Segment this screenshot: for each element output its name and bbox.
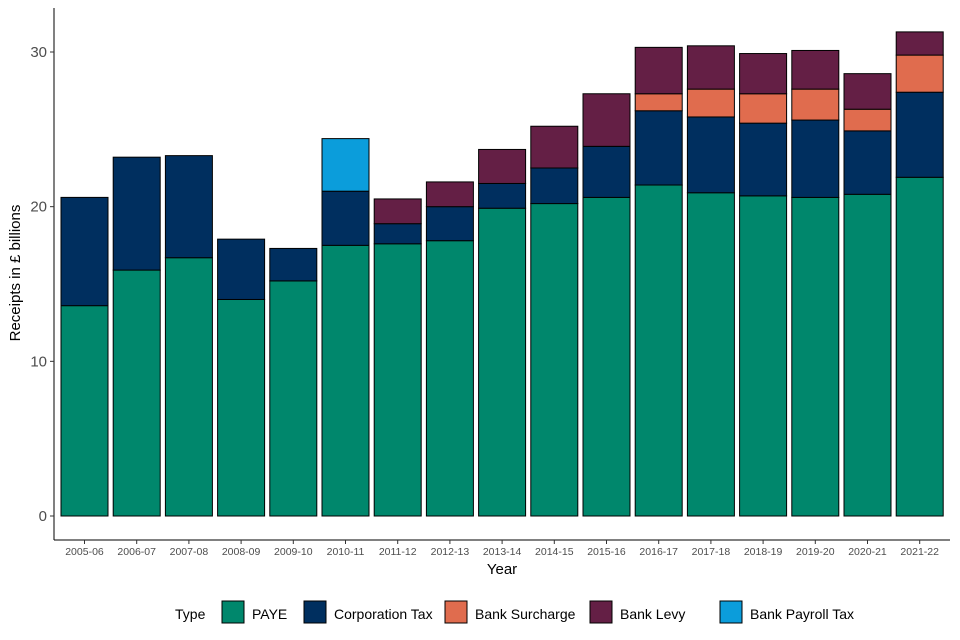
bar-segment-bank-levy: [843, 73, 892, 110]
x-tick-label: 2005-06: [65, 546, 104, 558]
y-tick-label: 30: [30, 44, 47, 61]
bar-segment-bank-surcharge: [791, 88, 840, 121]
y-tick-label: 10: [30, 353, 47, 370]
x-tick-label: 2015-16: [587, 546, 626, 558]
bar-segment-paye: [530, 203, 579, 517]
x-tick-label: 2016-17: [639, 546, 678, 558]
bar-segment-corporation-tax: [217, 238, 266, 300]
legend-label: PAYE: [252, 606, 287, 622]
y-tick-label: 20: [30, 199, 47, 216]
bar-segment-bank-surcharge: [739, 93, 788, 124]
y-axis-title: Receipts in £ billions: [7, 205, 24, 342]
bar-segment-bank-levy: [895, 31, 944, 56]
x-tick-label: 2018-19: [744, 546, 783, 558]
bar-segment-corporation-tax: [686, 116, 735, 194]
legend-swatch: [221, 600, 245, 624]
bar-segment-bank-levy: [634, 46, 683, 95]
bar-segment-paye: [321, 244, 370, 517]
bar-segment-corporation-tax: [478, 182, 527, 209]
y-axis-ticks: 0 10 20 30: [30, 44, 54, 525]
bar-segment-corporation-tax: [373, 223, 422, 245]
bar-segment-paye: [60, 305, 109, 517]
bar-segment-paye: [373, 243, 422, 517]
legend-swatch: [719, 600, 743, 624]
bar-segment-bank-levy: [478, 148, 527, 184]
bar-segment-paye: [425, 240, 474, 517]
bar-segment-bank-surcharge: [843, 108, 892, 132]
bar-segment-corporation-tax: [60, 196, 109, 307]
x-tick-label: 2020-21: [848, 546, 887, 558]
bar-segment-paye: [269, 280, 318, 517]
bar-segment-corporation-tax: [425, 206, 474, 242]
bar-segment-paye: [791, 196, 840, 517]
bar-segment-corporation-tax: [321, 190, 370, 246]
legend-label: Corporation Tax: [334, 606, 433, 622]
x-axis-title: Year: [487, 561, 517, 578]
x-tick-label: 2008-09: [222, 546, 261, 558]
bar-segment-bank-levy: [530, 125, 579, 169]
x-tick-label: 2007-08: [170, 546, 209, 558]
bar-segment-bank-levy: [425, 181, 474, 208]
bar-segment-paye: [843, 193, 892, 517]
bar-segment-corporation-tax: [843, 130, 892, 195]
bar-segment-bank-levy: [791, 49, 840, 90]
x-tick-label: 2019-20: [796, 546, 835, 558]
x-tick-label: 2021-22: [900, 546, 939, 558]
bar-segment-bank-levy: [582, 93, 631, 147]
bar-segment-bank-levy: [739, 53, 788, 95]
legend-title: Type: [175, 606, 206, 622]
bar-segment-corporation-tax: [112, 156, 161, 271]
bar-segment-paye: [217, 298, 266, 517]
bar-segment-corporation-tax: [791, 119, 840, 198]
bar-segment-paye: [634, 184, 683, 517]
bar-segment-bank-levy: [373, 198, 422, 225]
bar-segment-paye: [686, 192, 735, 517]
legend-swatch: [444, 600, 468, 624]
legend-label: Bank Surcharge: [475, 606, 576, 622]
bar-segment-corporation-tax: [164, 155, 213, 259]
bar-segment-corporation-tax: [269, 247, 318, 282]
x-tick-label: 2017-18: [692, 546, 731, 558]
x-axis-ticks: 2005-06 2006-07 2007-08 2008-09 2009-10 2010-…: [65, 540, 939, 558]
plot-area: [60, 31, 944, 517]
bar-segment-corporation-tax: [895, 91, 944, 178]
legend-swatch: [589, 600, 613, 624]
bar-segment-paye: [582, 196, 631, 517]
bar-segment-paye: [895, 176, 944, 517]
bar-segment-corporation-tax: [634, 110, 683, 186]
legend-label: Bank Levy: [620, 606, 685, 622]
bar-segment-bank-levy: [686, 45, 735, 90]
legend-label: Bank Payroll Tax: [750, 606, 854, 622]
bar-segment-bank-payroll-tax: [321, 138, 370, 192]
bar-segment-corporation-tax: [530, 167, 579, 205]
x-tick-label: 2012-13: [431, 546, 470, 558]
legend: Type PAYE Corporation Tax Bank Surcharge Ba…: [175, 600, 854, 624]
y-tick-label: 0: [39, 508, 47, 525]
bar-segment-paye: [478, 207, 527, 517]
bar-segment-corporation-tax: [739, 122, 788, 197]
bar-segment-paye: [164, 257, 213, 517]
bar-segment-corporation-tax: [582, 145, 631, 198]
bar-segment-paye: [739, 195, 788, 517]
x-tick-label: 2009-10: [274, 546, 313, 558]
x-tick-label: 2014-15: [535, 546, 574, 558]
legend-swatch: [303, 600, 327, 624]
bar-segment-bank-surcharge: [634, 93, 683, 112]
bar-segment-bank-surcharge: [686, 88, 735, 118]
x-tick-label: 2013-14: [483, 546, 522, 558]
bar-segment-paye: [112, 269, 161, 517]
x-tick-label: 2011-12: [379, 546, 417, 558]
bar-segment-bank-surcharge: [895, 54, 944, 93]
x-tick-label: 2006-07: [117, 546, 156, 558]
x-tick-label: 2010-11: [327, 546, 365, 558]
